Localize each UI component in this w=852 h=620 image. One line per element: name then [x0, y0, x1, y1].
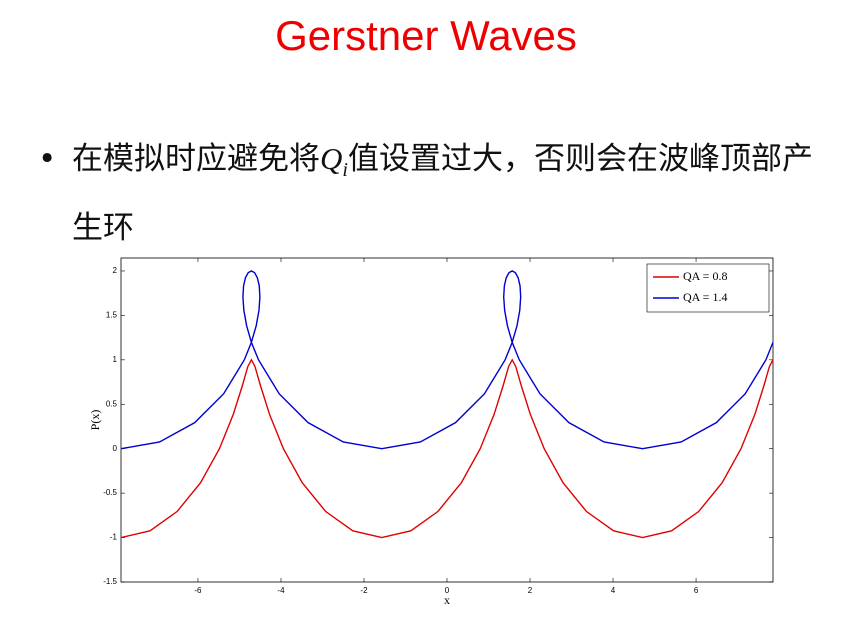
subscript: i: [342, 159, 348, 182]
x-axis-label: x: [444, 593, 450, 607]
x-tick-label: -4: [277, 586, 285, 595]
y-tick-label: -0.5: [103, 488, 117, 497]
x-tick-label: -2: [360, 586, 368, 595]
bullet-dot: •: [38, 141, 57, 177]
line-series: [121, 270, 773, 450]
y-axis-label: P(x): [88, 410, 102, 431]
x-tick-label: 6: [694, 586, 699, 595]
y-tick-label: -1.5: [103, 577, 117, 586]
x-tick-label: 0: [445, 586, 450, 595]
y-tick-label: -1: [110, 533, 118, 542]
legend-label: QA = 0.8: [683, 269, 727, 283]
y-tick-label: 1: [113, 355, 118, 364]
symbol: Q: [320, 141, 343, 176]
x-tick-label: -6: [194, 586, 202, 595]
x-tick-label: 4: [611, 586, 616, 595]
y-tick-label: 0.5: [106, 399, 118, 408]
y-tick-label: 1.5: [106, 311, 118, 320]
y-tick-label: 2: [113, 266, 118, 275]
x-tick-label: 2: [528, 586, 533, 595]
bullet-text: 在模拟时应避免将Qi值设置过大，否则会在波峰顶部产生环: [72, 130, 817, 257]
legend-box: [646, 263, 770, 313]
legend-label: QA = 1.4: [683, 290, 727, 304]
slide-title: Gerstner Waves: [275, 12, 577, 59]
text: 值设置过大，否则会在波峰顶部产生环: [72, 141, 813, 247]
y-tick-label: 0: [113, 444, 118, 453]
line-series: [121, 358, 773, 539]
text: 在模拟时应避免将: [72, 141, 320, 177]
